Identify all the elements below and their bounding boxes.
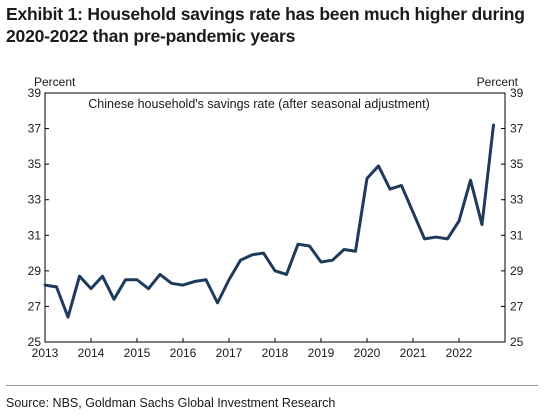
y-left-tick-label-39: 39: [28, 86, 42, 100]
source-note: Source: NBS, Goldman Sachs Global Invest…: [6, 396, 336, 410]
y-right-tick-label-35: 35: [510, 157, 524, 171]
y-left-tick-label-31: 31: [28, 228, 42, 242]
y-right-tick-label-33: 33: [510, 193, 524, 207]
plot-area-frame: [44, 92, 506, 343]
y-right-tick-label-37: 37: [510, 122, 524, 136]
y-axis-right-label: Percent: [477, 75, 519, 89]
y-axis-left-ticks: 25 27 29 31 33 35 37 39: [28, 86, 49, 349]
x-tick-label-2019: 2019: [308, 346, 335, 360]
y-right-tick-label-29: 29: [510, 264, 524, 278]
x-tick-label-2021: 2021: [400, 346, 427, 360]
y-left-tick-label-33: 33: [28, 193, 42, 207]
y-right-tick-label-39: 39: [510, 86, 524, 100]
y-right-tick-label-25: 25: [510, 335, 524, 349]
x-tick-label-2013: 2013: [32, 346, 59, 360]
chart-inner-title: Chinese household's savings rate (after …: [88, 97, 429, 111]
x-tick-label-2016: 2016: [170, 346, 197, 360]
x-tick-label-2022: 2022: [446, 346, 473, 360]
x-tick-label-2014: 2014: [78, 346, 105, 360]
y-axis-left-label: Percent: [34, 75, 76, 89]
y-axis-right-ticks: 25 27 29 31 33 35 37 39: [501, 86, 524, 349]
y-left-tick-label-25: 25: [28, 335, 42, 349]
y-left-tick-label-27: 27: [28, 299, 42, 313]
x-tick-label-2017: 2017: [216, 346, 243, 360]
series-line-savings-rate: [43, 123, 495, 319]
y-left-tick-label-29: 29: [28, 264, 42, 278]
y-right-tick-label-27: 27: [510, 299, 524, 313]
source-divider: [6, 385, 538, 386]
x-tick-label-2020: 2020: [354, 346, 381, 360]
y-left-tick-label-37: 37: [28, 122, 42, 136]
exhibit-title: Exhibit 1: Household savings rate has be…: [6, 4, 525, 46]
x-tick-label-2015: 2015: [124, 346, 151, 360]
y-right-tick-label-31: 31: [510, 228, 524, 242]
x-tick-label-2018: 2018: [262, 346, 289, 360]
savings-rate-chart: Percent Percent Chinese household's savi…: [28, 75, 524, 360]
x-axis-ticks: 2013 2014 2015 2016 2017 2018 2019 2020 2021 2022: [32, 338, 473, 360]
y-left-tick-label-35: 35: [28, 157, 42, 171]
